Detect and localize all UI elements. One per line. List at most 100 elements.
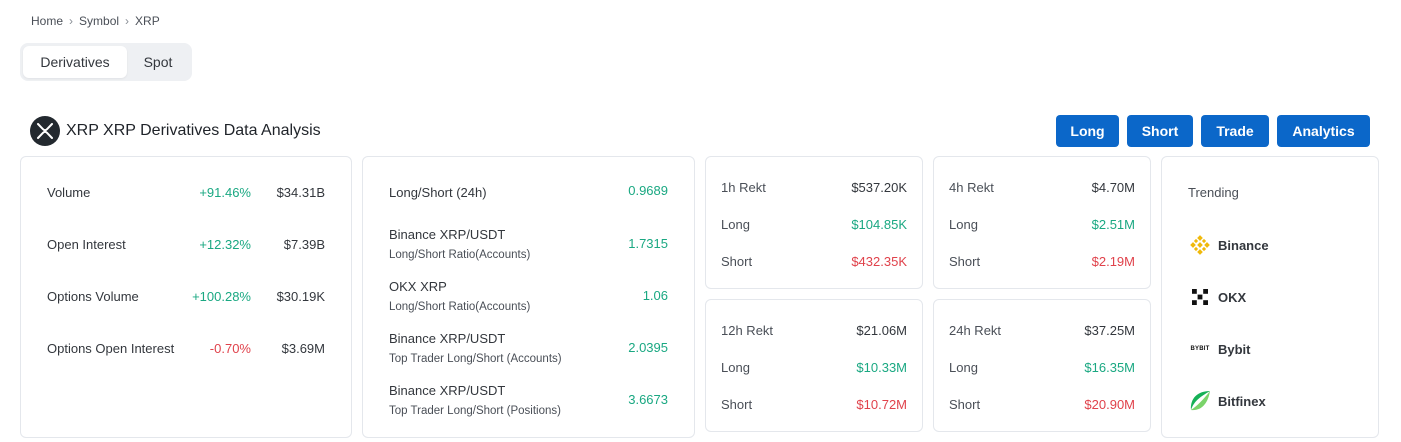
stat-value: $7.39B <box>283 237 325 252</box>
rekt-short-row: Short $10.72M <box>721 397 907 417</box>
ratio-value: 0.9689 <box>628 183 668 198</box>
stat-label: Open Interest <box>47 237 126 252</box>
okx-icon <box>1188 285 1212 309</box>
rekt-long-value: $10.33M <box>856 360 907 375</box>
ratio-value: 2.0395 <box>628 340 668 355</box>
stat-change: +91.46% <box>199 185 251 200</box>
rekt-long-label: Long <box>949 360 978 375</box>
long-button[interactable]: Long <box>1056 115 1119 147</box>
exchange-bitfinex[interactable]: Bitfinex <box>1188 388 1266 414</box>
rekt-long-value: $16.35M <box>1084 360 1135 375</box>
long-short-card: Long/Short (24h) 0.9689 Binance XRP/USDT… <box>362 156 695 438</box>
bybit-icon: BYBIT <box>1188 337 1212 361</box>
rekt-total: $21.06M <box>856 323 907 338</box>
breadcrumb-current: XRP <box>135 14 160 28</box>
ratio-row: Binance XRP/USDT Top Trader Long/Short (… <box>389 381 668 419</box>
overview-card: Volume +91.46% $34.31B Open Interest +12… <box>20 156 352 438</box>
rekt-total: $4.70M <box>1091 180 1135 195</box>
rekt-long-row: Long $16.35M <box>949 360 1135 380</box>
tab-derivatives[interactable]: Derivatives <box>23 46 127 78</box>
page-title: XRP XRP Derivatives Data Analysis <box>66 122 321 139</box>
stat-value: $3.69M <box>281 341 325 356</box>
ratio-row: Long/Short (24h) 0.9689 <box>389 183 668 203</box>
rekt-short-row: Short $2.19M <box>949 254 1135 274</box>
stat-label: Volume <box>47 185 91 200</box>
action-buttons: Long Short Trade Analytics <box>1056 115 1370 147</box>
rekt-total-row: 24h Rekt $37.25M <box>949 323 1135 343</box>
binance-icon <box>1188 233 1212 257</box>
rekt-short-label: Short <box>721 397 753 412</box>
rekt-label: 1h Rekt <box>721 180 766 195</box>
exchange-bybit[interactable]: BYBIT Bybit <box>1188 336 1251 362</box>
rekt-short-value: $2.19M <box>1091 254 1135 269</box>
tab-spot[interactable]: Spot <box>143 54 173 70</box>
exchange-name: Bybit <box>1218 341 1251 357</box>
rekt-label: 12h Rekt <box>721 323 774 338</box>
stat-change: -0.70% <box>209 341 251 356</box>
rekt-short-label: Short <box>949 397 981 412</box>
xrp-logo-icon <box>30 116 60 146</box>
stat-label: Options Open Interest <box>47 341 175 356</box>
breadcrumb: Home › Symbol › XRP <box>31 14 160 28</box>
ratio-sublabel: Top Trader Long/Short (Positions) <box>389 405 561 417</box>
breadcrumb-symbol[interactable]: Symbol <box>79 14 120 28</box>
page-header: XRP XRP Derivatives Data Analysis <box>30 116 321 146</box>
rekt-long-row: Long $104.85K <box>721 217 907 237</box>
rekt-card-1h: 1h Rekt $537.20K Long $104.85K Short $43… <box>705 156 923 289</box>
rekt-total-row: 12h Rekt $21.06M <box>721 323 907 343</box>
ratio-value: 1.06 <box>642 288 668 303</box>
rekt-short-label: Short <box>949 254 981 269</box>
breadcrumb-separator: › <box>69 14 74 28</box>
analytics-button[interactable]: Analytics <box>1277 115 1370 147</box>
ratio-label: Binance XRP/USDT <box>389 227 506 242</box>
short-button[interactable]: Short <box>1127 115 1193 147</box>
rekt-long-label: Long <box>721 360 750 375</box>
trending-title: Trending <box>1188 185 1239 200</box>
ratio-sublabel: Long/Short Ratio(Accounts) <box>389 301 531 313</box>
ratio-row: Binance XRP/USDT Long/Short Ratio(Accoun… <box>389 225 668 263</box>
ratio-row: Binance XRP/USDT Top Trader Long/Short (… <box>389 329 668 367</box>
stat-label: Options Volume <box>47 289 139 304</box>
exchange-binance[interactable]: Binance <box>1188 232 1269 258</box>
ratio-label: Binance XRP/USDT <box>389 331 506 346</box>
rekt-long-label: Long <box>949 217 978 232</box>
exchange-okx[interactable]: OKX <box>1188 284 1246 310</box>
bitfinex-icon <box>1188 389 1212 413</box>
rekt-long-row: Long $2.51M <box>949 217 1135 237</box>
breadcrumb-home[interactable]: Home <box>31 14 64 28</box>
rekt-label: 24h Rekt <box>949 323 1002 338</box>
stat-row-volume: Volume +91.46% $34.31B <box>47 185 325 205</box>
ratio-label: Binance XRP/USDT <box>389 383 506 398</box>
stat-row-options-open-interest: Options Open Interest -0.70% $3.69M <box>47 341 325 361</box>
exchange-name: OKX <box>1218 289 1247 305</box>
rekt-short-label: Short <box>721 254 753 269</box>
stat-value: $30.19K <box>276 289 325 304</box>
rekt-short-row: Short $432.35K <box>721 254 907 274</box>
ratio-value: 1.7315 <box>628 236 668 251</box>
rekt-card-24h: 24h Rekt $37.25M Long $16.35M Short $20.… <box>933 299 1151 432</box>
rekt-label: 4h Rekt <box>949 180 994 195</box>
rekt-short-value: $20.90M <box>1084 397 1135 412</box>
rekt-short-value: $432.35K <box>851 254 907 269</box>
rekt-long-value: $104.85K <box>851 217 907 232</box>
ratio-label: OKX XRP <box>389 279 447 294</box>
stat-row-options-volume: Options Volume +100.28% $30.19K <box>47 289 325 309</box>
rekt-total: $537.20K <box>851 180 907 195</box>
rekt-card-4h: 4h Rekt $4.70M Long $2.51M Short $2.19M <box>933 156 1151 289</box>
rekt-short-row: Short $20.90M <box>949 397 1135 417</box>
stat-value: $34.31B <box>276 185 325 200</box>
ratio-sublabel: Top Trader Long/Short (Accounts) <box>389 353 562 365</box>
trending-card: Trending Binance <box>1161 156 1379 438</box>
rekt-long-row: Long $10.33M <box>721 360 907 380</box>
ratio-row: OKX XRP Long/Short Ratio(Accounts) 1.06 <box>389 277 668 315</box>
exchange-name: Binance <box>1218 237 1269 253</box>
rekt-total: $37.25M <box>1084 323 1135 338</box>
ratio-label: Long/Short (24h) <box>389 185 487 200</box>
market-type-toggle: Derivatives Spot <box>20 43 192 81</box>
rekt-total-row: 4h Rekt $4.70M <box>949 180 1135 200</box>
breadcrumb-separator: › <box>125 14 130 28</box>
rekt-total-row: 1h Rekt $537.20K <box>721 180 907 200</box>
exchange-name: Bitfinex <box>1218 393 1266 409</box>
rekt-long-value: $2.51M <box>1091 217 1135 232</box>
trade-button[interactable]: Trade <box>1201 115 1269 147</box>
